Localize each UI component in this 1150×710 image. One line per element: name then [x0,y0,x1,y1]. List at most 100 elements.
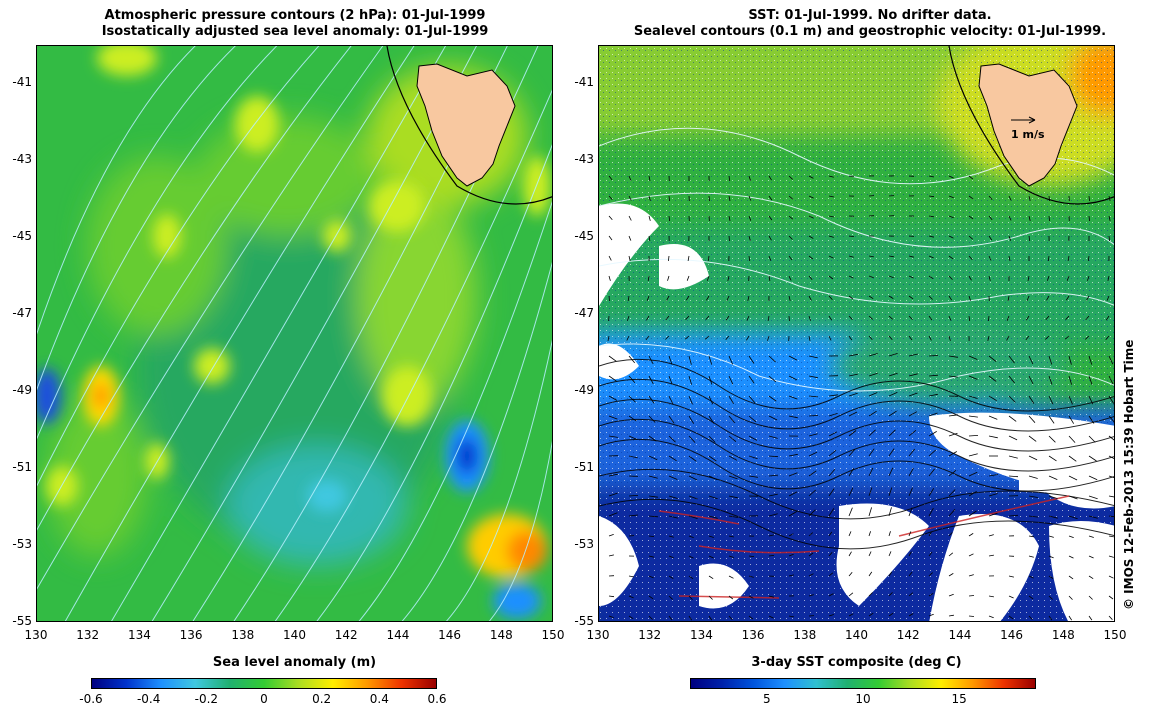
velocity-arrow [908,295,914,300]
velocity-arrow [948,432,958,437]
velocity-arrow [1088,555,1094,559]
velocity-arrow [768,474,779,477]
velocity-arrow [1048,535,1054,538]
velocity-arrow [667,275,670,281]
velocity-arrow [868,507,872,517]
velocity-arrow [648,235,651,241]
velocity-arrow [868,467,874,477]
velocity-arrow [628,235,632,241]
velocity-arrow [1026,295,1030,301]
velocity-arrow [868,448,875,457]
velocity-arrow [668,395,674,405]
velocity-arrow [1046,295,1050,301]
velocity-arrow [988,554,994,557]
velocity-arrow [908,592,914,597]
velocity-arrow [828,255,834,259]
velocity-arrow [908,468,914,477]
velocity-arrow [968,215,974,220]
velocity-arrow [628,435,638,440]
velocity-arrow [1028,515,1038,518]
velocity-arrow [768,493,778,497]
velocity-arrow [888,448,895,457]
velocity-arrow [808,573,814,577]
velocity-arrow [928,613,934,617]
velocity-arrow [1087,255,1090,261]
velocity-arrow [888,507,892,517]
velocity-arrow [628,455,638,459]
velocity-arrow [1088,615,1093,621]
velocity-arrow [808,295,812,301]
sst-graphic: 1 m/s [599,46,1114,621]
velocity-arrow [1008,395,1016,403]
velocity-arrow [988,595,994,598]
velocity-arrow [1068,395,1073,405]
longitude-tick: 136 [741,628,765,642]
velocity-arrow [668,615,673,621]
velocity-arrow [988,255,992,261]
velocity-arrow [666,295,670,301]
latitude-tick: -43 [574,152,594,167]
velocity-arrow [748,215,752,221]
left-map-title: Atmospheric pressure contours (2 hPa): 0… [40,8,550,40]
velocity-arrow [928,393,938,397]
velocity-arrow [767,335,770,341]
velocity-arrow [628,514,638,517]
velocity-arrow [808,532,813,537]
velocity-arrow [868,275,874,279]
bathymetry-contour-right [948,46,1114,205]
velocity-arrow [646,295,650,301]
velocity-arrow [1008,595,1014,599]
longitude-tick: 132 [638,628,662,642]
velocity-arrow [908,507,913,517]
velocity-arrow [988,615,994,619]
velocity-arrow [828,215,834,218]
velocity-arrow [728,455,738,461]
velocity-arrow [648,175,651,181]
velocity-arrow [1068,595,1073,600]
velocity-arrow [1108,555,1114,558]
velocity-arrow [868,315,873,320]
velocity-arrow [768,195,773,201]
velocity-arrow [686,275,690,281]
velocity-arrow [608,295,610,302]
velocity-arrow [948,275,953,280]
velocity-arrow [968,574,974,577]
velocity-arrow [988,235,993,241]
velocity-arrow [726,295,730,301]
velocity-arrow [948,532,953,537]
velocity-arrow [888,592,893,597]
velocity-arrow [1047,275,1050,281]
velocity-arrow [968,490,977,497]
velocity-arrow [688,355,692,365]
velocity-arrow [1028,435,1037,442]
velocity-arrow [1068,435,1076,443]
velocity-arrow [648,495,658,498]
velocity-arrow [1066,275,1070,281]
velocity-arrow [808,552,814,557]
velocity-arrow [1108,535,1114,538]
velocity-arrow [1065,295,1070,301]
longitude-tick: 150 [1103,628,1127,642]
velocity-arrow [1028,195,1031,201]
velocity-arrow [968,175,974,180]
velocity-arrow [645,335,650,341]
velocity-arrow [848,551,852,557]
velocity-arrow [1048,555,1054,559]
velocity-arrow [608,235,613,241]
velocity-arrow [1068,515,1078,520]
velocity-arrow [1108,235,1110,242]
velocity-arrow [1008,235,1012,241]
velocity-arrow [688,555,694,559]
velocity-arrow [1048,355,1053,365]
velocity-arrow [628,175,632,181]
velocity-arrow [988,355,997,362]
velocity-arrow [868,392,878,397]
velocity-arrow [1008,255,1011,261]
velocity-arrow [808,451,818,457]
velocity-arrow [1028,615,1033,620]
velocity-arrow [968,453,978,457]
velocity-arrow [948,593,954,597]
velocity-arrow [688,615,693,621]
longitude-tick: 132 [76,628,100,642]
velocity-arrow [1028,235,1031,241]
